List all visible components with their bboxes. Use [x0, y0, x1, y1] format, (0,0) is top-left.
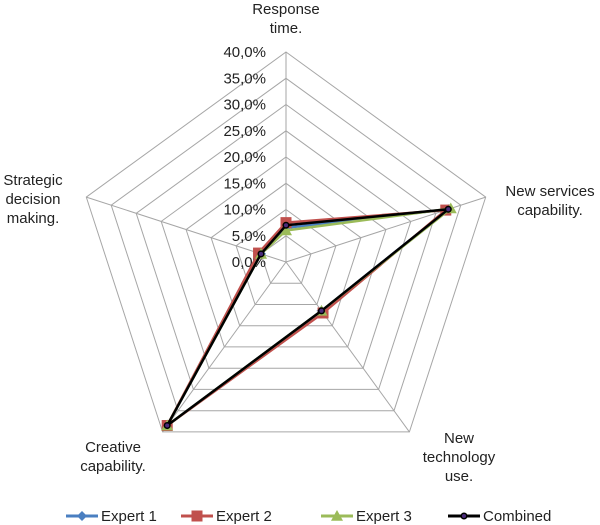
legend-marker — [460, 512, 468, 520]
axis-label: Strategic decision making. — [3, 172, 63, 227]
legend-item: Expert 2 — [181, 508, 272, 525]
axis-label: Creative capability. — [80, 439, 146, 475]
grid-ring — [135, 103, 437, 390]
data-point — [280, 224, 292, 236]
series-plot — [161, 202, 457, 432]
legend-marker — [331, 510, 343, 521]
legend-label: Expert 1 — [101, 508, 157, 525]
series-line — [165, 208, 450, 427]
grid-ring — [160, 130, 412, 369]
tick-label: 25,0% — [223, 123, 266, 140]
data-point — [163, 421, 171, 430]
radar-grid — [85, 51, 487, 433]
series-combined — [163, 205, 452, 430]
axis-label: Response time. — [252, 1, 320, 37]
tick-label: 20,0% — [223, 149, 266, 166]
axis-spoke — [162, 261, 287, 433]
data-point — [317, 307, 326, 315]
tick-label: 5,0% — [232, 228, 266, 245]
data-point — [257, 250, 265, 258]
legend-marker — [191, 510, 203, 522]
axis-spoke — [285, 261, 410, 433]
legend-label: Combined — [483, 508, 551, 525]
grid-ring — [85, 51, 487, 433]
axis-spoke — [86, 196, 287, 263]
tick-label: 40,0% — [223, 44, 266, 61]
axis-labels: Response time. New services capability. New t… — [3, 1, 594, 485]
tick-label: 35,0% — [223, 70, 266, 87]
legend-marker — [77, 511, 87, 521]
axis-label: New services capability. — [505, 183, 594, 219]
axis-spoke — [285, 196, 486, 263]
legend-item: Expert 1 — [66, 508, 157, 525]
tick-label: 10,0% — [223, 202, 266, 219]
grid-ring — [210, 182, 362, 327]
tick-label: 15,0% — [223, 175, 266, 192]
legend-item: Combined — [448, 508, 551, 525]
tick-label: 30,0% — [223, 97, 266, 114]
radial-tick-labels: 0,0%5,0%10,0%15,0%20,0%25,0%30,0%35,0%40… — [223, 44, 266, 271]
axis-label: New technology use. — [423, 430, 496, 485]
legend-label: Expert 3 — [356, 508, 412, 525]
legend: Expert 1 Expert 2 Expert 3 Combined — [66, 508, 551, 525]
legend-item: Expert 3 — [321, 508, 412, 525]
data-point — [444, 205, 452, 213]
data-point — [282, 221, 290, 229]
legend-label: Expert 2 — [216, 508, 272, 525]
grid-ring — [110, 77, 462, 412]
grid-ring — [235, 208, 337, 305]
